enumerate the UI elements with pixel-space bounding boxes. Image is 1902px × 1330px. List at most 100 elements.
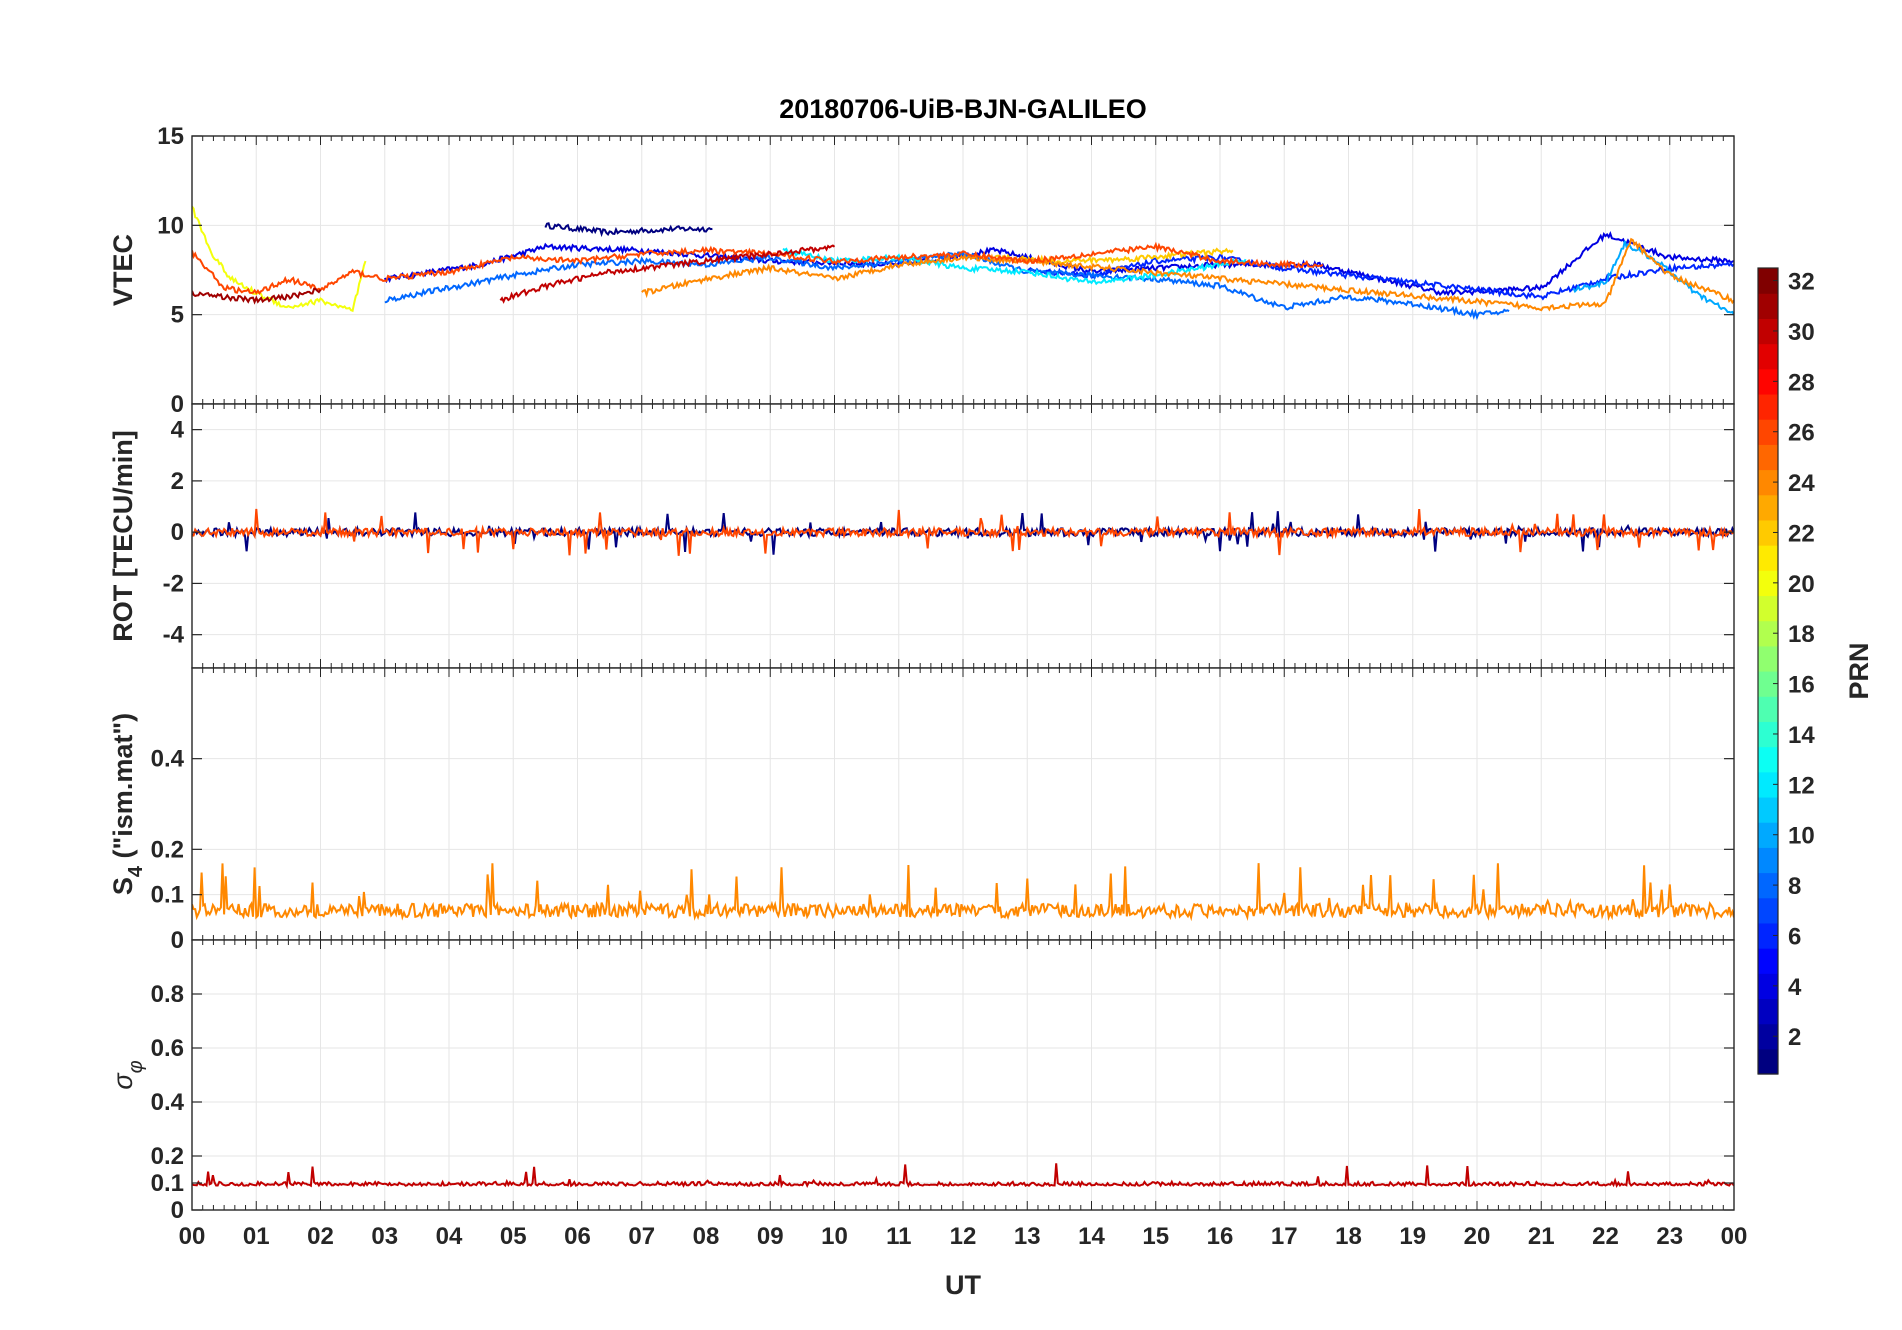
x-tick-label: 14 xyxy=(1078,1223,1105,1250)
colorbar-band xyxy=(1758,671,1778,697)
colorbar-band xyxy=(1758,796,1778,823)
y-tick-label: 0 xyxy=(171,1197,184,1224)
colorbar-band xyxy=(1758,545,1778,571)
colorbar-band xyxy=(1758,645,1778,672)
colorbar-tick-label: 14 xyxy=(1788,722,1815,749)
colorbar-band xyxy=(1758,1023,1778,1050)
x-tick-label: 11 xyxy=(886,1223,911,1250)
colorbar-tick-label: 16 xyxy=(1788,672,1815,699)
x-tick-label: 12 xyxy=(950,1223,977,1250)
x-tick-label: 18 xyxy=(1335,1223,1362,1250)
series-line-prn-31 xyxy=(192,287,322,305)
x-tick-label: 01 xyxy=(243,1223,270,1250)
colorbar-band xyxy=(1758,393,1778,420)
y-tick-label: 0.4 xyxy=(151,1089,185,1116)
x-tick-label: 00 xyxy=(1721,1223,1748,1250)
colorbar-tick-label: 22 xyxy=(1788,520,1815,547)
colorbar-tick-label: 10 xyxy=(1788,823,1815,850)
x-tick-label: 00 xyxy=(179,1223,206,1250)
colorbar-band xyxy=(1758,746,1778,773)
colorbar-tick-label: 30 xyxy=(1788,319,1815,346)
colorbar-tick-label: 2 xyxy=(1788,1024,1801,1051)
colorbar-tick-label: 12 xyxy=(1788,772,1815,799)
y-tick-label: 0 xyxy=(171,519,184,546)
x-axis: 00 01 02 03 04 05 06 07 08 09 10 11 12 13 14 15 16 17 18 19… xyxy=(179,1223,1748,1250)
y-tick-label: 0.2 xyxy=(151,836,184,863)
colorbar-band xyxy=(1758,268,1778,294)
series-line-prn-30 xyxy=(192,1163,1734,1190)
series-line-prn-30 xyxy=(499,244,836,304)
y-axis-label: VTEC xyxy=(108,234,138,306)
x-tick-label: 08 xyxy=(693,1223,720,1250)
series-group xyxy=(192,205,1734,321)
x-tick-label: 06 xyxy=(564,1223,591,1250)
y-tick-label: 0 xyxy=(171,927,184,954)
x-tick-label: 19 xyxy=(1399,1223,1426,1250)
series-group xyxy=(192,1163,1734,1190)
colorbar-band xyxy=(1758,822,1778,848)
series-line-prn-24 xyxy=(192,863,1734,922)
series-line-prn-24 xyxy=(641,237,1734,312)
colorbar-band xyxy=(1758,1048,1778,1075)
y-tick-label: 0.1 xyxy=(151,882,184,909)
y-tick-label: 0 xyxy=(171,391,184,418)
colorbar-band xyxy=(1758,343,1778,370)
x-tick-label: 15 xyxy=(1142,1223,1169,1250)
series-group xyxy=(192,863,1734,922)
y-tick-label: 0.6 xyxy=(151,1035,184,1062)
x-tick-label: 16 xyxy=(1207,1223,1234,1250)
colorbar-band xyxy=(1758,847,1778,874)
colorbar-band xyxy=(1758,469,1778,496)
y-tick-label: 0.8 xyxy=(151,981,184,1008)
series-line-prn-8 xyxy=(384,249,1510,321)
y-tick-label: -2 xyxy=(163,570,184,597)
colorbar-tick-label: 32 xyxy=(1788,269,1815,296)
chart-title: 20180706-UiB-BJN-GALILEO xyxy=(779,94,1147,124)
colorbar-tick-label: 4 xyxy=(1788,974,1802,1001)
y-tick-label: 0.1 xyxy=(151,1170,184,1197)
colorbar-band xyxy=(1758,872,1778,899)
x-axis-label: UT xyxy=(945,1270,981,1300)
colorbar-band xyxy=(1758,494,1778,521)
series-line-prn-4 xyxy=(383,230,1734,297)
y-tick-label: 0.4 xyxy=(151,746,185,773)
colorbar-band xyxy=(1758,293,1778,319)
x-tick-label: 04 xyxy=(436,1223,463,1250)
colorbar-tick-label: 24 xyxy=(1788,470,1815,497)
colorbar-band xyxy=(1758,897,1778,924)
colorbar-band xyxy=(1758,368,1778,395)
x-tick-label: 10 xyxy=(821,1223,848,1250)
colorbar-tick-label: 26 xyxy=(1788,420,1815,447)
series-line-prn-1 xyxy=(544,222,713,238)
y-tick-label: 5 xyxy=(171,302,184,329)
x-tick-label: 09 xyxy=(757,1223,784,1250)
colorbar-band xyxy=(1758,771,1778,798)
x-tick-label: 20 xyxy=(1464,1223,1491,1250)
x-tick-label: 03 xyxy=(371,1223,398,1250)
y-tick-label: 15 xyxy=(157,123,184,150)
colorbar-tick-label: 6 xyxy=(1788,923,1801,950)
y-tick-label: -4 xyxy=(163,622,185,649)
x-tick-label: 21 xyxy=(1528,1223,1555,1250)
colorbar-band xyxy=(1758,570,1778,597)
series-line-prn-20 xyxy=(192,205,367,313)
colorbar-label: PRN xyxy=(1844,642,1874,699)
x-tick-label: 23 xyxy=(1656,1223,1683,1250)
colorbar-band xyxy=(1758,696,1778,722)
panel-2: -4 -2 0 2 4 ROT [TECU/min] xyxy=(108,403,1735,669)
x-tick-label: 13 xyxy=(1014,1223,1041,1250)
colorbar-band xyxy=(1758,444,1778,471)
x-tick-label: 22 xyxy=(1592,1223,1619,1250)
y-tick-label: 10 xyxy=(157,212,184,239)
colorbar-tick-label: 8 xyxy=(1788,873,1801,900)
series-group xyxy=(192,508,1734,556)
panel-1: 0 5 10 15 VTEC xyxy=(108,123,1735,418)
series-line-prn-26 xyxy=(192,508,1734,556)
colorbar-band xyxy=(1758,620,1778,647)
colorbar-frame xyxy=(1757,267,1779,1075)
colorbar-band xyxy=(1758,973,1778,1000)
x-tick-label: 17 xyxy=(1271,1223,1298,1250)
